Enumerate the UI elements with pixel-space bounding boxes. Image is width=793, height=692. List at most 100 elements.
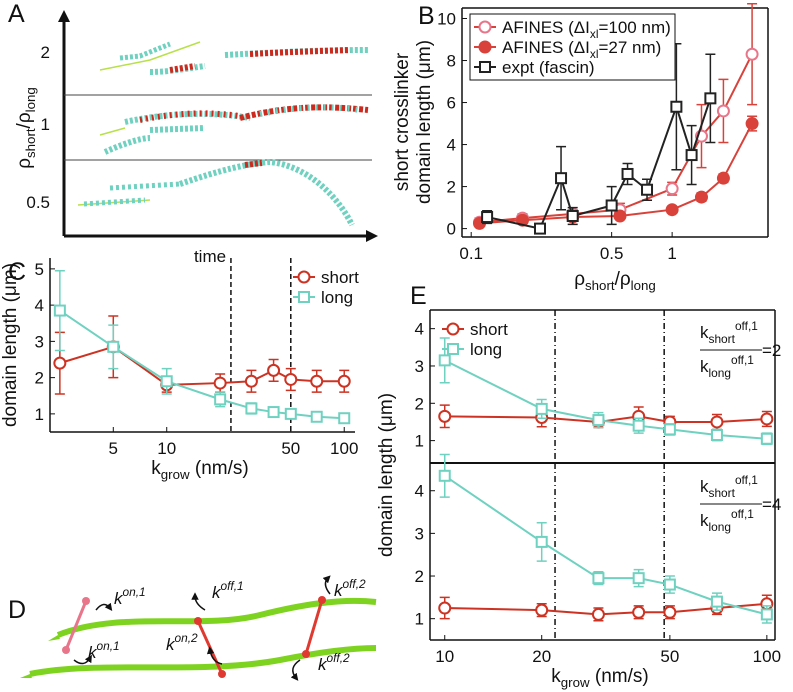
text-part: AFINES (ΔI	[502, 18, 590, 37]
text-part: k	[700, 477, 709, 496]
x-tick-label: 100	[330, 439, 358, 458]
text-part: off,1	[731, 353, 754, 367]
x-tick-label: 20	[532, 647, 551, 666]
marker	[685, 149, 698, 162]
crosslinker	[64, 600, 88, 651]
marker	[298, 291, 310, 303]
marker	[592, 414, 605, 427]
chart: 1 2 3 4 5 5 10 50 100 kgrow (nm/s) domain length (…	[0, 258, 359, 482]
marker	[760, 432, 773, 445]
row-label: 0.5	[26, 193, 50, 212]
legend-label: long	[321, 288, 353, 307]
text-part: k	[700, 323, 709, 342]
marker	[566, 209, 579, 222]
panel-d-drawing	[20, 575, 377, 681]
text-part: off,1	[735, 473, 758, 487]
row-label: 1	[41, 115, 50, 134]
marker	[284, 372, 298, 386]
y-axis-label: domain length (μm)	[376, 393, 397, 557]
annotation: kshortoff,1	[700, 319, 758, 346]
crosslinker-head	[218, 670, 226, 678]
marker	[591, 607, 605, 621]
rate-label: kon,2	[166, 631, 198, 654]
y-tick-label: 3	[35, 332, 44, 351]
marker	[710, 415, 724, 429]
marker	[438, 601, 452, 615]
rate-arrow	[322, 575, 331, 595]
rate-arrow	[73, 654, 92, 665]
marker	[310, 374, 324, 388]
marker	[297, 270, 311, 284]
x-tick-label: 10	[157, 439, 176, 458]
text-part: long	[631, 278, 656, 293]
marker	[535, 402, 548, 415]
filament	[56, 597, 377, 638]
text-part: k	[334, 581, 344, 600]
marker	[447, 343, 459, 355]
rate-label: koff,2	[318, 651, 350, 674]
filament	[109, 181, 181, 191]
marker	[337, 374, 351, 388]
marker	[53, 356, 67, 370]
panel-letter: E	[410, 282, 427, 310]
y-tick-label: 10	[437, 10, 456, 29]
annotation: =4	[762, 495, 781, 514]
rate-arrow	[191, 592, 206, 611]
crosslinker-head	[82, 597, 90, 605]
marker	[438, 469, 451, 482]
x-axis-label: time	[194, 247, 226, 266]
y-tick-label: 1	[415, 432, 424, 451]
legend-label: AFINES (ΔIxl=100 nm)	[502, 18, 671, 41]
marker	[665, 203, 679, 217]
x-axis-label: kgrow (nm/s)	[551, 666, 648, 690]
marker	[641, 183, 654, 196]
series-line	[486, 98, 712, 230]
marker	[663, 605, 677, 619]
marker	[621, 167, 634, 180]
marker	[310, 410, 323, 423]
text-part: /ρ	[615, 269, 631, 290]
marker	[710, 595, 723, 608]
marker	[710, 429, 723, 442]
text-part: on,1	[97, 639, 120, 653]
rate-label: koff,1	[212, 579, 244, 602]
y-tick-label: 2	[415, 567, 424, 586]
marker	[760, 412, 774, 426]
legend-label: AFINES (ΔIxl=27 nm)	[502, 38, 661, 61]
marker	[53, 304, 66, 317]
rate-arrow	[206, 646, 223, 665]
y-axis-label: ρshort/ρlong	[14, 87, 38, 169]
legend-label: short	[470, 320, 508, 339]
marker	[245, 402, 258, 415]
panel-a-drawing	[58, 9, 378, 242]
y-tick-label: 1	[35, 405, 44, 424]
marker	[267, 363, 281, 377]
marker	[284, 407, 297, 420]
marker	[214, 393, 227, 406]
y-tick-label: 4	[35, 296, 44, 315]
y-tick-label: 8	[447, 52, 456, 71]
text-part: on,2	[175, 631, 199, 645]
annotation: klongoff,1	[700, 353, 754, 380]
text-part: (nm/s)	[590, 666, 649, 687]
y-tick-label: 2	[415, 394, 424, 413]
rate-arrow	[290, 659, 301, 681]
marker	[438, 409, 452, 423]
marker	[481, 211, 494, 224]
text-part: short	[23, 128, 38, 158]
filament	[119, 41, 171, 61]
rate-arrow	[95, 602, 113, 611]
x-tick-label: 50	[660, 647, 679, 666]
marker	[613, 209, 627, 223]
x-tick-label: 5	[109, 439, 118, 458]
panel-letter: D	[8, 596, 26, 624]
rate-label: kon,1	[88, 639, 120, 662]
legend-box	[469, 13, 676, 81]
crosslinker-head	[194, 617, 202, 625]
text-part: off,2	[343, 577, 367, 591]
text-part: k	[318, 655, 328, 674]
marker	[665, 182, 679, 196]
marker	[479, 61, 491, 73]
